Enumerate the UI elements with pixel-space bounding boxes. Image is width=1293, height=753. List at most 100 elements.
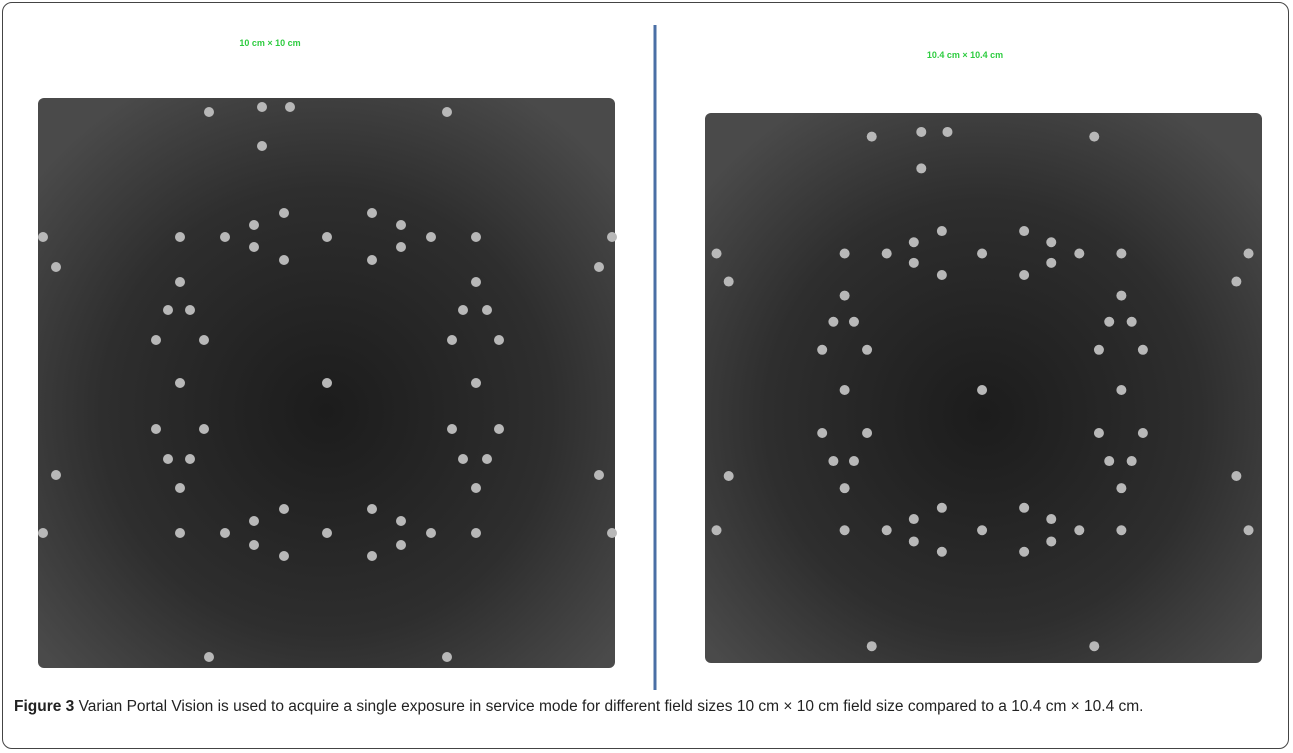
marker-dot <box>249 220 259 230</box>
marker-dot <box>494 335 504 345</box>
marker-dot <box>396 540 406 550</box>
marker-dot <box>839 385 850 395</box>
marker-dot <box>396 516 406 526</box>
marker-dot <box>936 226 947 237</box>
marker-dot <box>494 424 504 434</box>
marker-dot <box>367 208 377 218</box>
marker-dot <box>175 277 185 287</box>
marker-dot <box>977 248 988 259</box>
marker-dot <box>936 269 947 280</box>
marker-dot <box>396 220 406 230</box>
marker-dot <box>471 483 481 493</box>
marker-dot <box>1231 471 1242 482</box>
marker-dot <box>1137 428 1148 439</box>
marker-dot <box>442 107 452 117</box>
marker-dot <box>839 525 850 536</box>
marker-dot <box>1046 536 1057 547</box>
marker-dot <box>1074 248 1085 259</box>
marker-dot <box>1116 483 1127 494</box>
marker-dot <box>249 540 259 550</box>
panel-label: 10.4 cm × 10.4 cm <box>927 50 1003 60</box>
marker-dot <box>916 126 927 137</box>
marker-dot <box>1093 344 1104 355</box>
marker-dot <box>185 454 195 464</box>
caption: Figure 3 Varian Portal Vision is used to… <box>14 693 1279 720</box>
marker-dot <box>723 471 734 482</box>
marker-dot <box>908 536 919 547</box>
marker-dot <box>279 551 289 561</box>
marker-dot <box>426 528 436 538</box>
marker-dot <box>204 107 214 117</box>
marker-dot <box>482 305 492 315</box>
marker-dot <box>1126 316 1137 327</box>
marker-dot <box>1137 344 1148 355</box>
marker-dot <box>1116 290 1127 301</box>
marker-dot <box>1089 131 1100 142</box>
marker-dot <box>817 344 828 355</box>
marker-dot <box>396 242 406 252</box>
marker-dot <box>220 232 230 242</box>
marker-dot <box>447 424 457 434</box>
marker-dot <box>936 546 947 557</box>
marker-dot <box>839 290 850 301</box>
marker-dot <box>279 208 289 218</box>
marker-dot <box>1019 269 1030 280</box>
marker-dot <box>279 255 289 265</box>
marker-dot <box>1046 514 1057 525</box>
marker-dot <box>1046 237 1057 248</box>
marker-dot <box>607 528 617 538</box>
panel-label: 10 cm × 10 cm <box>239 38 300 48</box>
marker-dot <box>1116 385 1127 395</box>
marker-dot <box>322 528 332 538</box>
marker-dot <box>594 262 604 272</box>
marker-dot <box>367 504 377 514</box>
marker-dot <box>204 652 214 662</box>
marker-dot <box>817 428 828 439</box>
marker-dot <box>367 551 377 561</box>
marker-dot <box>1089 641 1100 652</box>
marker-dot <box>908 237 919 248</box>
marker-dot <box>1019 546 1030 557</box>
marker-dot <box>839 248 850 259</box>
marker-dot <box>471 232 481 242</box>
marker-dot <box>38 232 48 242</box>
marker-dot <box>828 456 839 467</box>
marker-dot <box>881 248 892 259</box>
marker-dot <box>1231 276 1242 287</box>
marker-dot <box>175 483 185 493</box>
marker-dot <box>848 456 859 467</box>
marker-dot <box>908 257 919 268</box>
marker-dot <box>51 470 61 480</box>
marker-dot <box>1104 316 1115 327</box>
marker-dot <box>163 305 173 315</box>
marker-dot <box>285 102 295 112</box>
marker-dot <box>447 335 457 345</box>
marker-dot <box>482 454 492 464</box>
marker-dot <box>220 528 230 538</box>
marker-dot <box>916 163 927 174</box>
marker-dot <box>1019 226 1030 237</box>
marker-dot <box>442 652 452 662</box>
marker-dot <box>1126 456 1137 467</box>
marker-dot <box>977 385 988 395</box>
caption-label: Figure 3 <box>14 698 75 715</box>
marker-dot <box>1116 248 1127 259</box>
marker-dot <box>1046 257 1057 268</box>
marker-dot <box>881 525 892 536</box>
marker-dot <box>279 504 289 514</box>
marker-dot <box>1093 428 1104 439</box>
marker-dot <box>848 316 859 327</box>
marker-dot <box>828 316 839 327</box>
marker-dot <box>1243 525 1254 536</box>
marker-dot <box>175 528 185 538</box>
marker-dot <box>185 305 195 315</box>
marker-dot <box>711 248 722 259</box>
marker-dot <box>199 424 209 434</box>
marker-dot <box>1243 248 1254 259</box>
marker-dot <box>151 424 161 434</box>
marker-dot <box>862 344 873 355</box>
marker-dot <box>51 262 61 272</box>
marker-dot <box>249 516 259 526</box>
marker-dot <box>1019 502 1030 513</box>
